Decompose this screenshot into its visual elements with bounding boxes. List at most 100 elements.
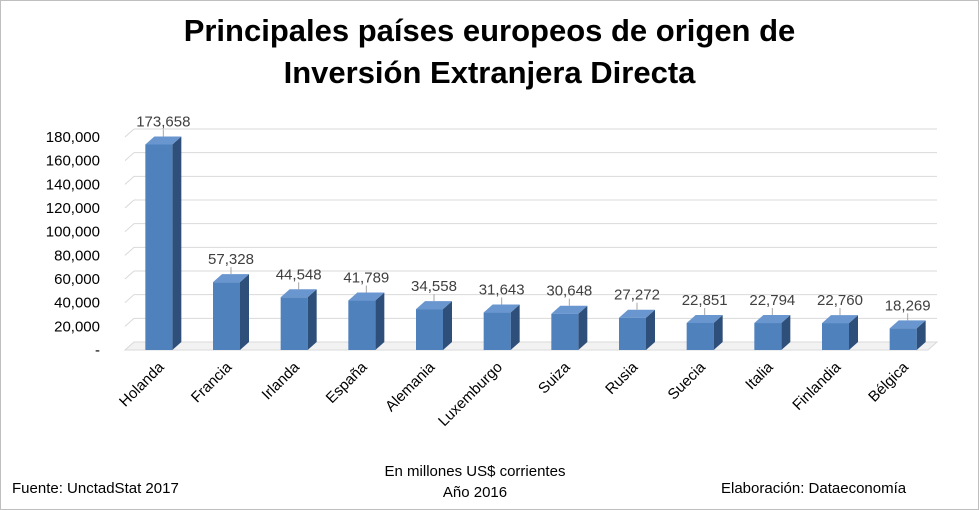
bar-front [213, 282, 240, 350]
bar-side [916, 320, 926, 350]
bar-side [646, 309, 655, 350]
gridline-depth [124, 246, 135, 256]
bar-top [686, 314, 723, 323]
data-label: 30,648 [546, 283, 592, 300]
bar-top [416, 301, 452, 310]
data-label: 31,643 [479, 282, 525, 299]
x-tick-label: Holanda [116, 358, 168, 410]
bar-top [822, 315, 858, 324]
bar [619, 309, 655, 350]
gridline-depth [124, 128, 135, 138]
x-tick-label: Francia [188, 358, 236, 406]
chart-title-line-2: Inversión Extranjera Directa [283, 55, 696, 90]
bar-top [213, 274, 249, 283]
bar-front [686, 322, 714, 350]
y-tick-label: 160,000 [46, 153, 100, 170]
data-label: 22,851 [682, 292, 728, 309]
data-label: 22,760 [817, 292, 863, 309]
data-label: 57,328 [208, 251, 254, 268]
bar-top [280, 289, 317, 298]
x-tick-label: Suecia [665, 358, 710, 403]
bar-front [416, 309, 443, 350]
gridline-depth [124, 317, 135, 327]
bar-front [551, 313, 579, 350]
x-tick-label: España [323, 358, 371, 406]
bar-top [145, 136, 182, 145]
credit-note: Elaboración: Dataeconomía [721, 480, 907, 497]
bar-side [510, 304, 520, 350]
x-tick-label: Luxemburgo [435, 359, 506, 430]
data-label: 44,548 [276, 266, 322, 283]
x-tick-label: Alemania [382, 358, 439, 415]
y-axis: - 20,000 40,000 60,000 80,000 100,000 120,000 1… [46, 129, 100, 359]
bar-top [754, 315, 791, 324]
bar [889, 320, 926, 350]
bar [822, 315, 858, 350]
bar [483, 304, 520, 350]
bar-side [307, 289, 317, 350]
source-note: Fuente: UnctadStat 2017 [12, 480, 179, 497]
value-labels: 173,658 57,328 44,548 41,789 34,558 31,643 30,… [136, 114, 931, 321]
x-tick-label: Italia [742, 358, 777, 393]
bar-front [754, 323, 782, 350]
bar [686, 314, 723, 350]
grid-lines [123, 128, 939, 351]
y-tick-label: 180,000 [46, 129, 100, 146]
y-tick-label: 80,000 [54, 247, 100, 264]
y-tick-label: 120,000 [46, 200, 100, 217]
bar [754, 315, 791, 350]
bars [145, 136, 926, 350]
bar-side [443, 301, 452, 350]
data-label: 34,558 [411, 278, 457, 295]
bar [416, 301, 452, 350]
data-label: 173,658 [136, 114, 190, 131]
bar [145, 136, 182, 350]
bar-front [889, 328, 917, 350]
x-tick-label: Irlanda [259, 358, 304, 403]
x-tick-label: Finlandia [789, 358, 845, 414]
bar-top [348, 292, 385, 301]
bar-front [619, 317, 646, 350]
y-tick-label: 20,000 [54, 318, 100, 335]
data-label: 27,272 [614, 287, 660, 304]
bar-front [483, 312, 511, 350]
x-axis: Holanda Francia Irlanda España AlemaniaLuxem… [116, 358, 912, 429]
gridline-depth [124, 270, 135, 280]
data-label: 18,269 [885, 297, 931, 314]
data-label: 41,789 [343, 270, 389, 287]
bar-side [849, 315, 858, 350]
bar [348, 292, 385, 350]
gridline-depth [124, 175, 135, 185]
x-tick-label: Rusia [602, 358, 642, 398]
y-tick-label: 60,000 [54, 271, 100, 288]
x-tick-label: Suiza [535, 358, 574, 397]
gridline-depth [124, 199, 135, 209]
chart-title-line-1: Principales países europeos de origen de [183, 13, 796, 48]
y-tick-label: 140,000 [46, 176, 100, 193]
bar-top [889, 320, 926, 329]
bar-top [483, 304, 520, 313]
bar-front [348, 300, 376, 350]
bar [280, 289, 317, 350]
year-note: Año 2016 [442, 484, 508, 501]
bar-side [713, 314, 723, 350]
bar-front [822, 323, 849, 350]
gridline-depth [124, 294, 135, 304]
bar-side [578, 305, 588, 350]
bar-side [240, 274, 249, 350]
data-label: 22,794 [749, 292, 795, 309]
units-note: En millones US$ corrientes [384, 463, 566, 480]
bar-side [781, 315, 791, 350]
y-tick-label: - [95, 342, 100, 359]
bar [213, 274, 249, 350]
y-tick-label: 40,000 [54, 295, 100, 312]
bar [551, 305, 588, 350]
bar-top [551, 305, 588, 314]
bar-top [619, 309, 655, 318]
bar-front [280, 297, 308, 350]
bar-side [172, 136, 182, 350]
chart-title: Principales países europeos de origen de… [0, 10, 979, 94]
chart-floor [123, 341, 939, 351]
axis-notes: En millones US$ corrientes Año 2016 [330, 461, 620, 503]
